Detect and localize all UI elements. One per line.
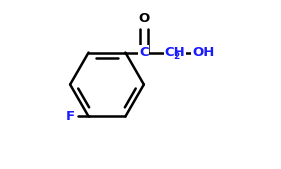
Text: OH: OH: [192, 46, 214, 59]
Text: C: C: [139, 46, 149, 59]
Text: O: O: [138, 12, 149, 25]
Text: F: F: [65, 110, 75, 123]
Text: 2: 2: [174, 52, 180, 61]
Text: CH: CH: [165, 46, 185, 59]
